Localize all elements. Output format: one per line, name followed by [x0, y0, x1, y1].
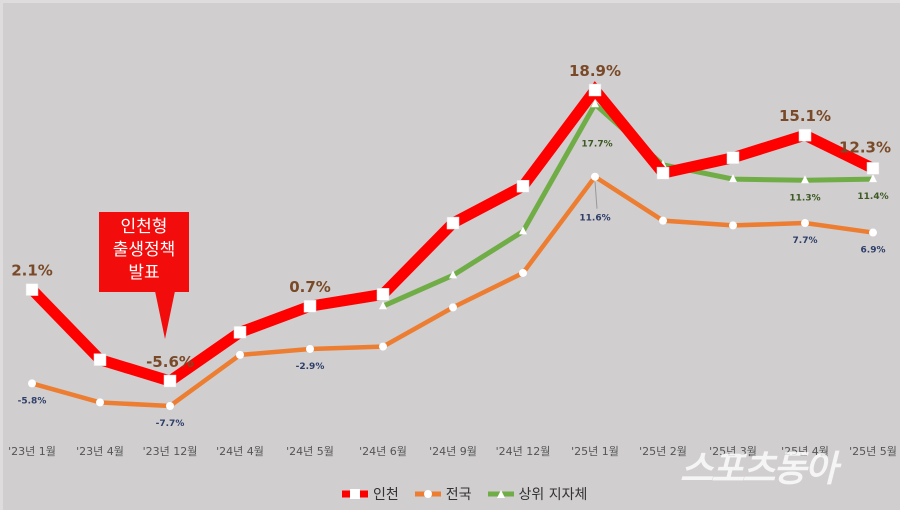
data-label: 15.1% [779, 107, 831, 125]
callout-line-1: 인천형 [120, 217, 168, 237]
data-point-marker[interactable] [166, 402, 174, 410]
legend-item-top-local[interactable]: 상위 지자체 [486, 484, 588, 504]
data-point-marker[interactable] [306, 344, 314, 353]
legend-label: 전국 [445, 487, 472, 503]
callout-line-2: 출생정책 [112, 240, 176, 260]
data-point-marker[interactable] [519, 226, 527, 235]
data-point-marker[interactable] [303, 299, 317, 313]
x-axis-tick-label: '23년 4월 [76, 445, 124, 458]
data-point-marker[interactable] [236, 350, 244, 359]
data-label: -5.8% [18, 396, 47, 406]
data-label: 11.6% [579, 214, 610, 224]
data-label: -2.9% [296, 362, 325, 372]
x-axis-tick-label: '25년 3월 [709, 445, 757, 458]
data-point-marker[interactable] [729, 174, 737, 183]
data-label: 17.7% [581, 139, 612, 149]
policy-announcement-callout: 인천형 출생정책 발표 [99, 212, 189, 292]
callout-line-3: 발표 [128, 263, 160, 283]
data-label: 11.4% [857, 192, 888, 202]
x-axis-tick-label: '25년 5월 [849, 445, 897, 458]
data-point-marker[interactable] [659, 216, 667, 225]
data-label: 2.1% [11, 262, 53, 280]
data-point-marker[interactable] [96, 398, 104, 407]
data-point-marker[interactable] [449, 303, 457, 312]
data-point-marker[interactable] [801, 219, 809, 228]
top-local-legend-icon [487, 490, 514, 498]
data-point-marker[interactable] [591, 99, 599, 108]
legend-label: 상위 지자체 [518, 487, 588, 503]
legend-item-national[interactable]: 전국 [413, 484, 472, 504]
data-point-marker[interactable] [233, 326, 247, 339]
x-axis-tick-label: '24년 12월 [496, 445, 551, 458]
data-point-marker[interactable] [25, 283, 39, 296]
x-axis-tick-label: '24년 9월 [429, 445, 477, 458]
data-label: 0.7% [289, 278, 331, 296]
data-point-marker[interactable] [519, 268, 527, 277]
data-point-marker[interactable] [588, 83, 602, 97]
callout-pointer [155, 291, 175, 339]
data-point-marker[interactable] [446, 216, 460, 230]
data-label: 18.9% [569, 62, 621, 80]
data-label: -7.7% [156, 419, 185, 429]
watermark-logo: 스포츠동아 [680, 449, 838, 490]
data-point-marker[interactable] [93, 353, 107, 366]
data-point-marker[interactable] [376, 288, 390, 301]
x-axis-tick-label: '25년 4월 [781, 445, 829, 458]
data-point-marker[interactable] [798, 128, 812, 142]
data-label: 6.9% [861, 246, 886, 256]
data-point-marker[interactable] [28, 379, 36, 388]
legend-label: 인천 [373, 487, 399, 503]
x-axis-tick-label: '24년 6월 [359, 445, 407, 458]
x-axis-tick-label: '23년 1월 [8, 445, 56, 458]
data-point-marker[interactable] [801, 175, 809, 184]
data-label: -5.6% [146, 353, 194, 371]
data-point-marker[interactable] [163, 374, 177, 388]
data-point-marker[interactable] [656, 166, 670, 180]
x-axis-tick-label: '23년 12월 [143, 445, 198, 458]
data-point-marker[interactable] [869, 228, 877, 237]
data-label: 7.7% [793, 236, 818, 246]
data-point-marker[interactable] [379, 342, 387, 351]
chart-legend: 인천 전국 상위 지자체 [340, 484, 587, 504]
data-point-marker[interactable] [869, 174, 877, 183]
x-axis-tick-label: '24년 5월 [286, 445, 334, 458]
data-point-marker[interactable] [516, 179, 530, 193]
national-legend-icon [414, 490, 441, 498]
x-axis-tick-label: '24년 4월 [216, 445, 264, 458]
x-axis-tick-label: '25년 2월 [639, 445, 687, 458]
data-point-marker[interactable] [379, 301, 387, 310]
data-point-marker[interactable] [449, 270, 457, 279]
data-label: 11.3% [789, 193, 820, 203]
data-point-marker[interactable] [729, 221, 737, 230]
x-axis-tick-label: '25년 1월 [571, 445, 619, 458]
data-point-marker[interactable] [726, 151, 740, 164]
incheon-legend-icon [342, 489, 368, 499]
legend-item-incheon[interactable]: 인천 [340, 484, 399, 504]
data-point-marker[interactable] [591, 172, 599, 181]
data-label: 12.3% [839, 138, 891, 156]
data-point-marker[interactable] [866, 162, 880, 175]
